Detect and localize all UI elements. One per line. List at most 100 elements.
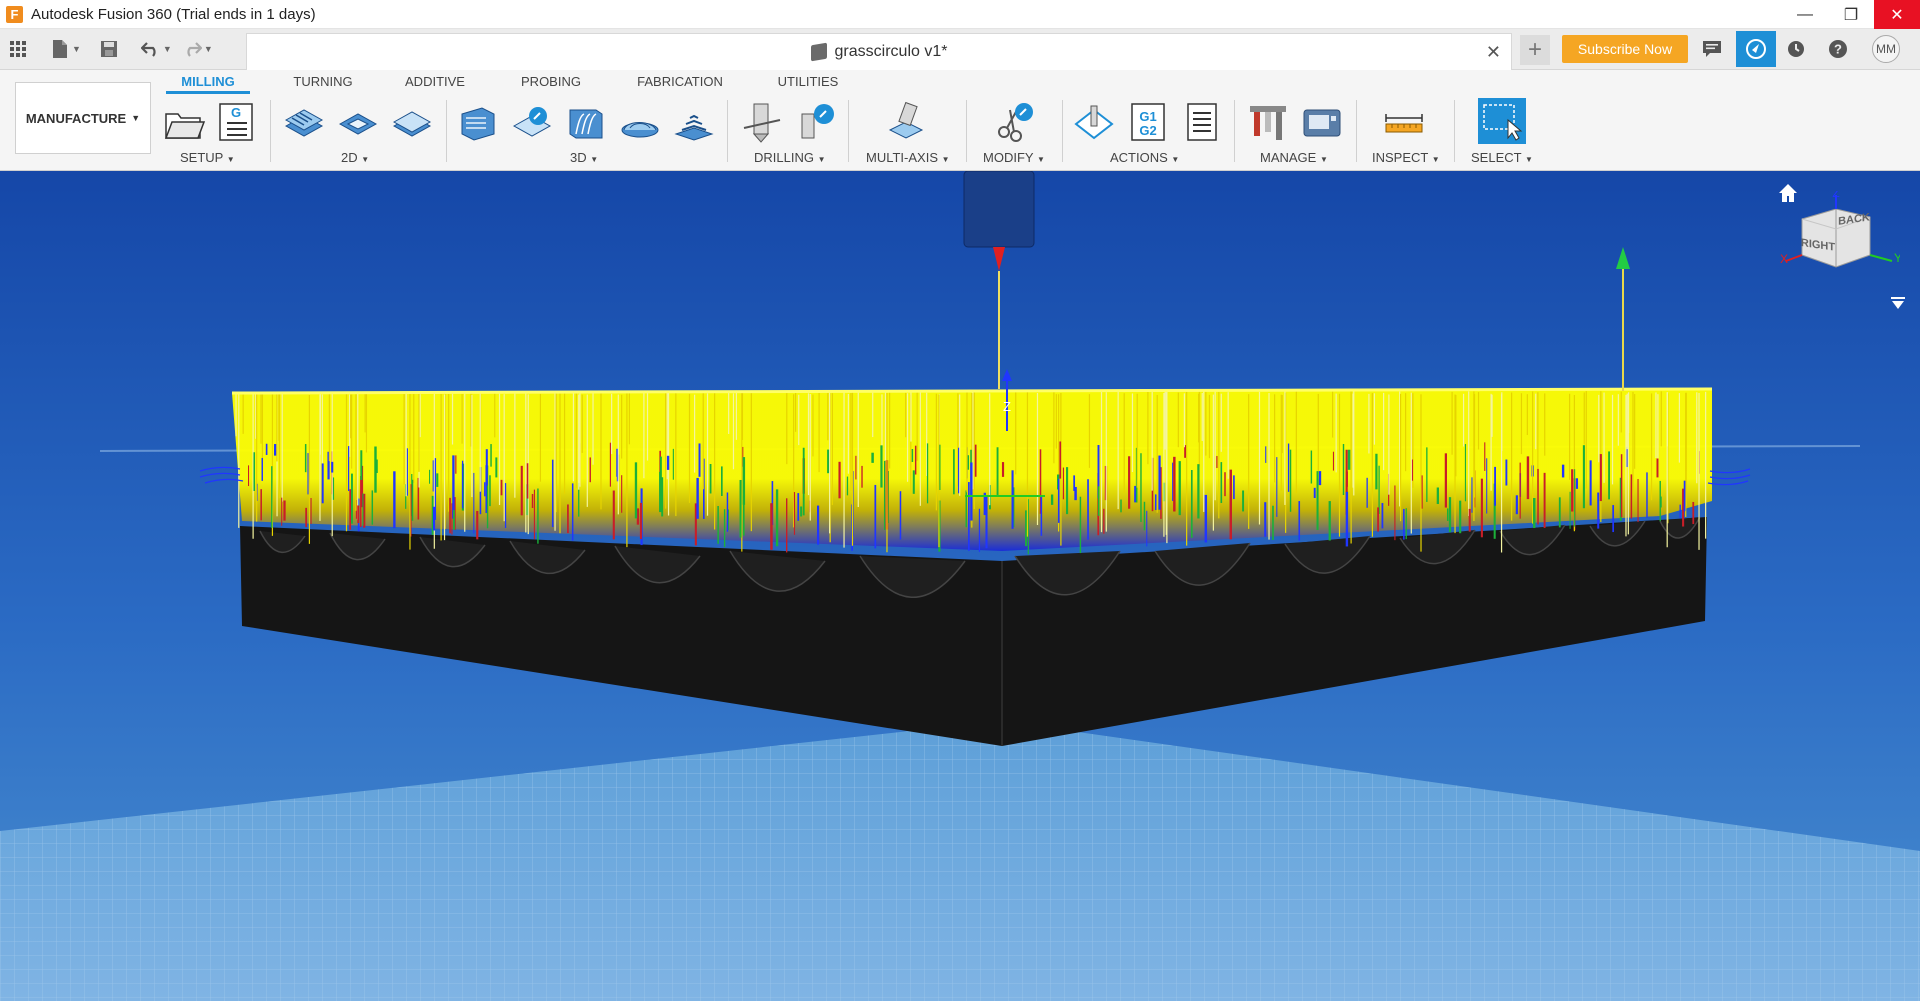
nc-program-label: G (231, 105, 242, 120)
group-modify[interactable]: MODIFY ▼ (983, 150, 1045, 165)
group-3d[interactable]: 3D ▼ (570, 150, 599, 165)
tab-probing[interactable]: PROBING (521, 74, 581, 89)
2d-adaptive-icon[interactable] (282, 100, 326, 144)
redo-icon[interactable] (178, 35, 206, 63)
viewcube-y-label: Y (1894, 251, 1900, 265)
origin-z-label: Z (1003, 399, 1011, 414)
group-divider (1454, 100, 1455, 162)
viewcube-z-label: Z (1832, 191, 1839, 200)
contour-icon[interactable] (672, 100, 716, 144)
stock-body (240, 517, 1707, 746)
avatar: MM (1872, 35, 1900, 63)
tool-library-icon[interactable] (1246, 100, 1290, 144)
history-icon[interactable] (1778, 33, 1814, 65)
viewcube[interactable]: RIGHT BACK Z Y X (1780, 191, 1900, 281)
setup-folder-icon[interactable] (162, 100, 206, 144)
home-icon[interactable] (1776, 181, 1800, 205)
tab-utilities[interactable]: UTILITIES (777, 74, 839, 89)
group-divider (966, 100, 967, 162)
tab-turning[interactable]: TURNING (293, 74, 353, 89)
group-setup[interactable]: SETUP ▼ (180, 150, 235, 165)
viewcube-back-face[interactable]: BACK (1838, 211, 1870, 227)
group-select[interactable]: SELECT ▼ (1471, 150, 1533, 165)
group-multi-axis[interactable]: MULTI-AXIS ▼ (866, 150, 950, 165)
group-actions[interactable]: ACTIONS ▼ (1110, 150, 1180, 165)
scallop-icon[interactable] (618, 100, 662, 144)
3d-pocket-icon[interactable] (510, 100, 554, 144)
group-2d[interactable]: 2D ▼ (341, 150, 370, 165)
undo-icon[interactable] (137, 35, 165, 63)
parallel-icon[interactable] (564, 100, 608, 144)
job-status-icon[interactable] (1736, 31, 1776, 67)
nc-program-icon[interactable]: G (214, 100, 258, 144)
tab-fabrication[interactable]: FABRICATION (637, 74, 723, 89)
group-divider (270, 100, 271, 162)
group-divider (1356, 100, 1357, 162)
simulate-icon[interactable] (1072, 100, 1116, 144)
save-icon[interactable] (95, 35, 123, 63)
drill-icon[interactable] (740, 100, 784, 144)
redo-caret-icon[interactable]: ▼ (203, 44, 213, 54)
quick-access-bar: ▼ ▼ ▼ grasscirculo v1* ✕ + Subscribe Now… (0, 29, 1920, 70)
document-tab-label: grasscirculo v1* (834, 43, 948, 60)
multi-axis-icon[interactable] (884, 100, 928, 144)
restore-button[interactable]: ❐ (1843, 6, 1859, 24)
group-divider (446, 100, 447, 162)
stock-pockets (259, 516, 1701, 598)
file-menu-caret-icon[interactable]: ▼ (72, 44, 81, 54)
workspace-label: MANUFACTURE (25, 110, 127, 126)
modify-scissors-icon[interactable] (992, 100, 1036, 144)
canvas-viewport[interactable]: Z RIGHT BACK Z Y X (0, 171, 1920, 1001)
chat-icon[interactable] (1694, 33, 1730, 65)
file-icon[interactable] (46, 35, 74, 63)
window-controls: — ❐ ✕ (1782, 0, 1920, 29)
group-divider (727, 100, 728, 162)
viewcube-menu-icon[interactable] (1890, 295, 1906, 311)
close-window-button[interactable]: ✕ (1874, 0, 1920, 29)
group-manage[interactable]: MANAGE ▼ (1260, 150, 1328, 165)
post-label-g2: G2 (1139, 123, 1156, 138)
viewport-scene: Z (0, 171, 1920, 1001)
post-process-icon[interactable]: G1 G2 (1126, 100, 1170, 144)
post-label-g1: G1 (1139, 109, 1156, 124)
workspace-switcher-button[interactable]: MANUFACTURE ▼ (15, 82, 151, 154)
viewcube-x-label: X (1780, 252, 1788, 266)
design-doc-icon (810, 42, 827, 62)
new-tab-button[interactable]: + (1520, 35, 1550, 65)
tool-holder (963, 171, 1035, 248)
workspace-caret-icon: ▼ (131, 113, 141, 123)
undo-caret-icon[interactable]: ▼ (162, 44, 172, 54)
window-title: Autodesk Fusion 360 (Trial ends in 1 day… (31, 5, 316, 23)
ground-grid (0, 721, 1920, 1001)
face-icon[interactable] (390, 100, 434, 144)
origin-z-arrow-icon (1002, 369, 1012, 381)
user-avatar-button[interactable]: MM (1868, 33, 1904, 65)
subscribe-now-button[interactable]: Subscribe Now (1562, 35, 1688, 63)
group-inspect[interactable]: INSPECT ▼ (1372, 150, 1440, 165)
help-icon[interactable]: ? (1820, 33, 1856, 65)
hole-recognition-icon[interactable] (794, 100, 838, 144)
close-tab-icon[interactable]: ✕ (1485, 42, 1501, 62)
group-divider (1234, 100, 1235, 162)
viewcube-right-face[interactable]: RIGHT (1801, 237, 1835, 254)
setup-sheet-icon[interactable] (1180, 100, 1224, 144)
apps-grid-icon[interactable] (4, 35, 32, 63)
select-icon[interactable] (1478, 98, 1526, 144)
toolpath-rim (231, 387, 1713, 395)
document-tab[interactable]: grasscirculo v1* ✕ (246, 33, 1512, 70)
group-divider (848, 100, 849, 162)
title-bar: F Autodesk Fusion 360 (Trial ends in 1 d… (0, 0, 1920, 29)
lead-in-lines (199, 466, 1751, 486)
tab-milling[interactable]: MILLING (166, 70, 250, 94)
fusion-logo-icon: F (6, 5, 23, 23)
svg-text:?: ? (1834, 42, 1842, 57)
machine-library-icon[interactable] (1300, 100, 1344, 144)
tool-tip-icon (993, 247, 1005, 271)
group-drilling[interactable]: DRILLING ▼ (754, 150, 826, 165)
2d-pocket-icon[interactable] (336, 100, 380, 144)
minimize-button[interactable]: — (1797, 5, 1813, 23)
measure-icon[interactable] (1382, 100, 1426, 144)
tab-additive[interactable]: ADDITIVE (405, 74, 465, 89)
3d-adaptive-icon[interactable] (456, 100, 500, 144)
retract-arrow-icon (1616, 247, 1630, 269)
